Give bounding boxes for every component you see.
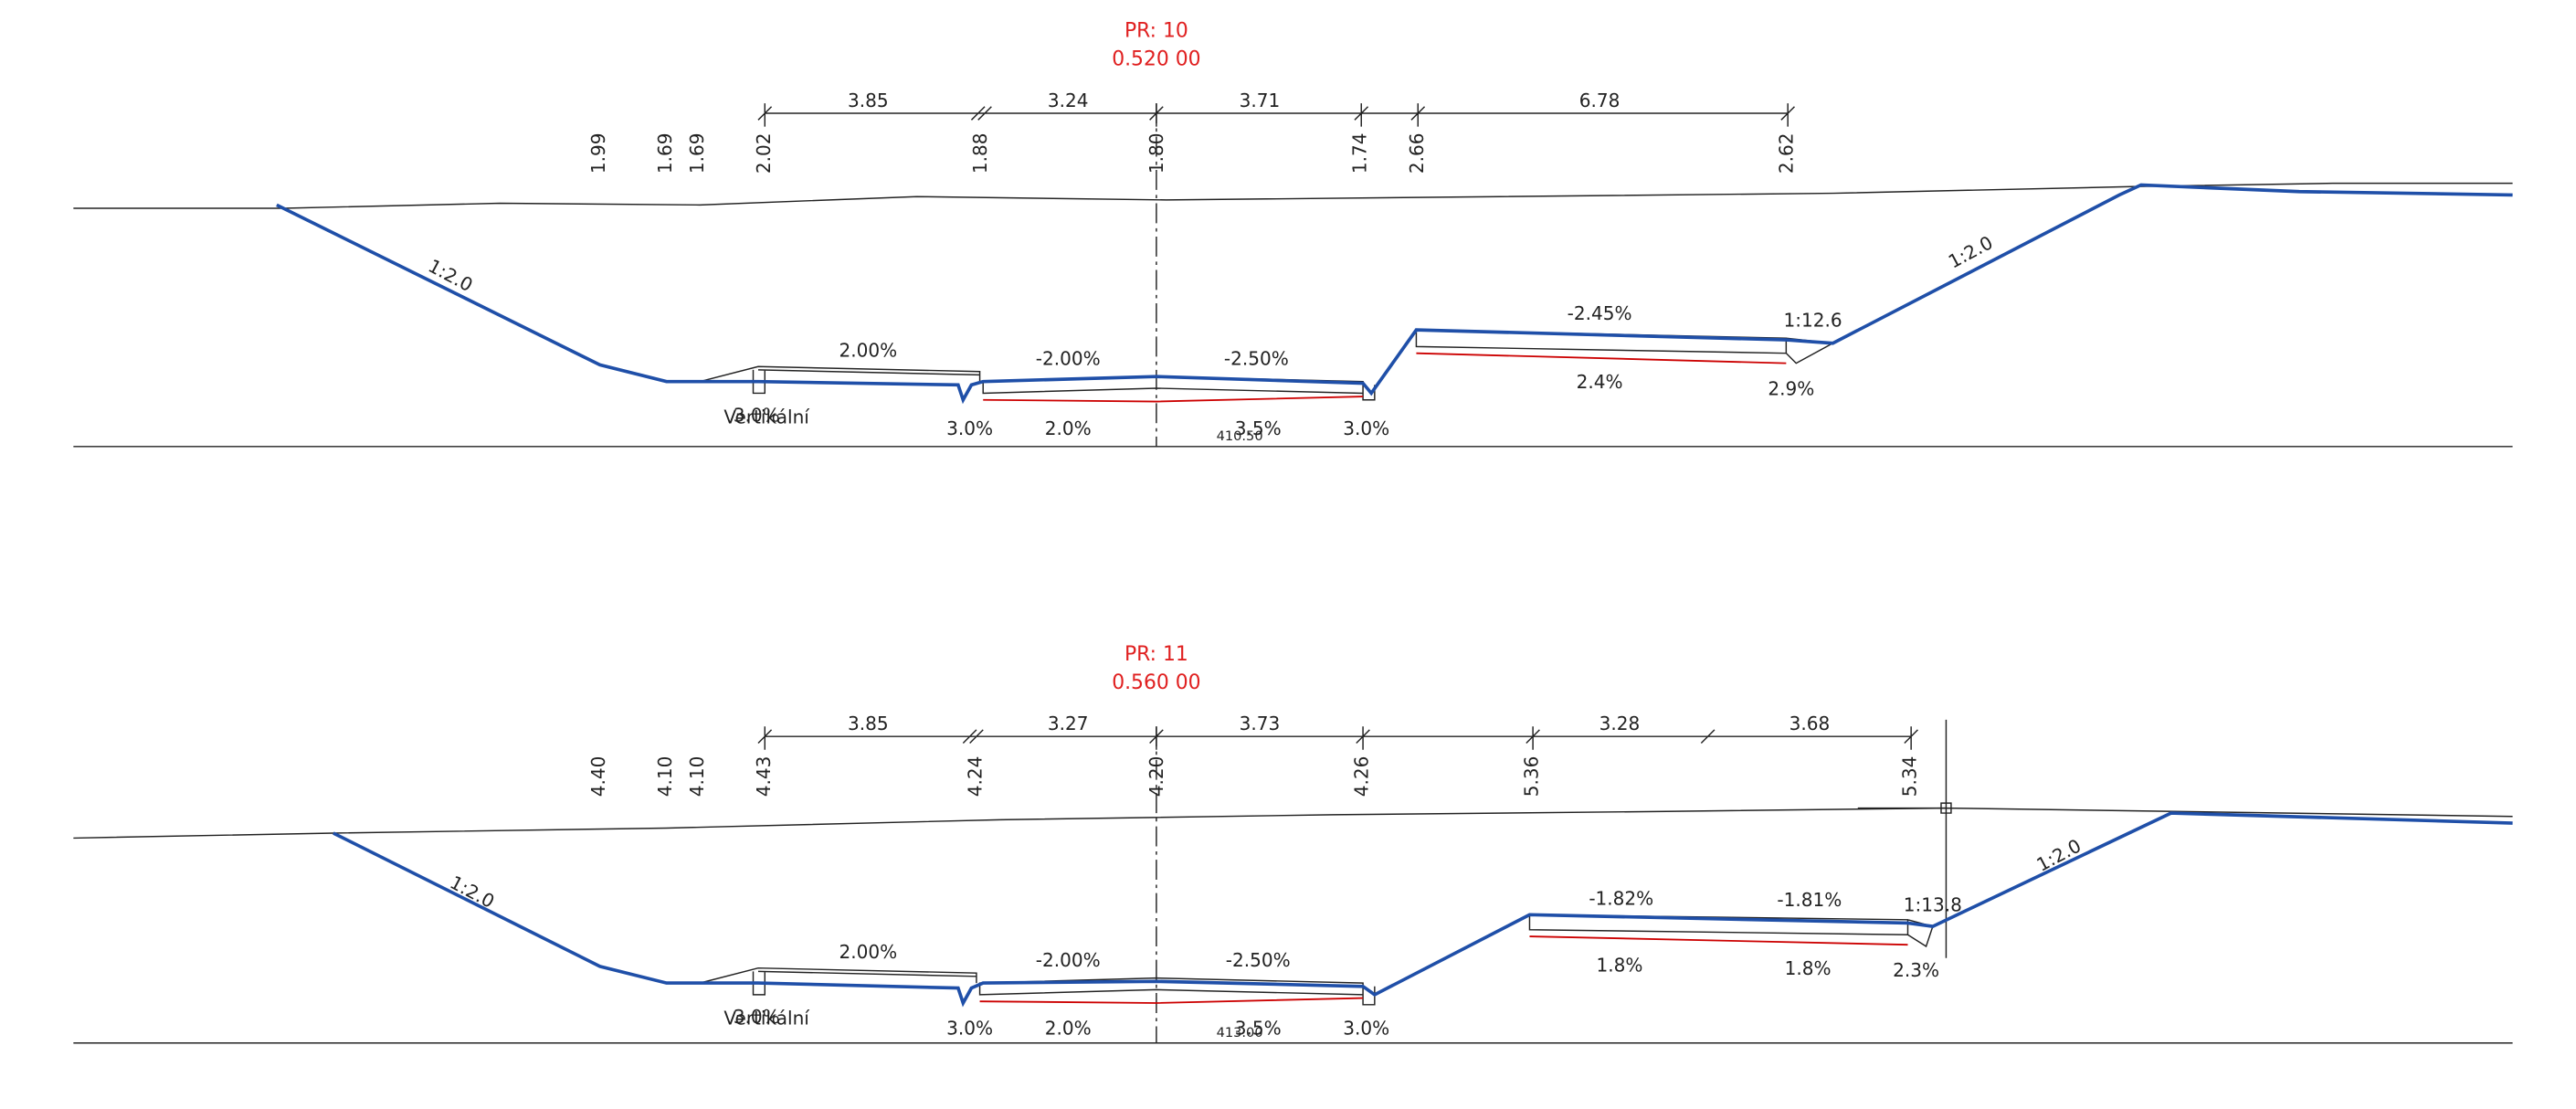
slope-label: 3.0% xyxy=(946,417,993,439)
station-label: 0.560 00 xyxy=(1112,671,1200,694)
slope-label: -1.82% xyxy=(1589,887,1653,909)
vertical-label: Vertikální xyxy=(723,1008,810,1030)
offset-label: 5.34 xyxy=(1899,756,1921,797)
offset-label: 4.20 xyxy=(1145,756,1167,797)
slope-label: 1:2.0 xyxy=(447,871,499,913)
dimension-label: 6.78 xyxy=(1579,90,1621,111)
slope-label: 3.0% xyxy=(734,404,780,426)
station-label: 0.520 00 xyxy=(1112,48,1200,71)
offset-label: 4.40 xyxy=(587,756,609,797)
dimension-label: 3.71 xyxy=(1240,90,1281,111)
offset-label: 2.66 xyxy=(1406,132,1428,174)
dimension-label: 3.85 xyxy=(848,713,889,734)
slope-label: 2.3% xyxy=(1893,959,1939,981)
design-line xyxy=(276,183,2513,405)
offset-label: 1.74 xyxy=(1349,132,1371,174)
offset-label: 1.99 xyxy=(587,132,609,174)
dimension-line xyxy=(757,719,1952,958)
vertical-label: Vertikální xyxy=(723,406,810,428)
dimension-label: 3.24 xyxy=(1048,90,1089,111)
slope-label: 3.5% xyxy=(1235,1018,1282,1040)
dimension-line xyxy=(757,103,1795,127)
slope-label: -1.81% xyxy=(1777,889,1842,911)
slope-label: 2.0% xyxy=(1045,1018,1092,1040)
dimension-label: 3.27 xyxy=(1048,713,1089,734)
slope-label: -2.50% xyxy=(1224,347,1289,369)
slope-label: 3.0% xyxy=(1343,1018,1389,1040)
slope-label: 2.00% xyxy=(839,941,898,963)
slope-label: 2.00% xyxy=(839,339,898,361)
slope-label: 2.0% xyxy=(1045,417,1092,439)
dimension-label: 3.73 xyxy=(1240,713,1281,734)
ground-line xyxy=(73,807,2513,840)
datum-label: 413.00 xyxy=(1217,1025,1263,1040)
dimension-label: 3.85 xyxy=(848,90,889,111)
datum-label: 410.50 xyxy=(1217,428,1263,444)
section-2 xyxy=(73,719,2513,1044)
slope-label: 1.8% xyxy=(1596,954,1642,976)
offset-label: 4.43 xyxy=(753,756,775,797)
subgrade xyxy=(983,352,1787,403)
profile-label: PR: 10 xyxy=(1124,20,1188,43)
offset-label: 1.69 xyxy=(654,132,676,174)
slope-label: 3.0% xyxy=(734,1006,780,1028)
pavement xyxy=(699,329,1835,401)
slope-label: 3.5% xyxy=(1235,417,1282,439)
slope-label: -2.50% xyxy=(1226,949,1291,971)
slope-label: 2.9% xyxy=(1768,377,1814,399)
offset-label: 2.62 xyxy=(1776,132,1798,174)
slope-label: 1:2.0 xyxy=(2032,835,2085,876)
offset-label: 4.10 xyxy=(654,756,676,797)
section-1 xyxy=(73,103,2513,448)
offset-label: 2.02 xyxy=(753,132,775,174)
dimension-label: 3.28 xyxy=(1599,713,1641,734)
ground-line xyxy=(73,182,2513,209)
profile-label: PR: 11 xyxy=(1124,643,1188,666)
offset-label: 1.69 xyxy=(686,132,708,174)
offset-label: 1.88 xyxy=(969,132,991,174)
slope-label: 2.4% xyxy=(1577,371,1623,393)
offset-label: 5.36 xyxy=(1521,756,1543,797)
design-line xyxy=(333,811,2513,1008)
pavement xyxy=(699,914,1934,1006)
slope-label: 3.0% xyxy=(1343,417,1389,439)
slope-label: 1:13.8 xyxy=(1904,894,1962,916)
dimension-label: 3.68 xyxy=(1789,713,1831,734)
offset-label: 4.26 xyxy=(1351,756,1373,797)
slope-label: 3.0% xyxy=(946,1018,993,1040)
offset-label: 4.24 xyxy=(964,756,986,797)
offset-label: 4.10 xyxy=(686,756,708,797)
slope-label: 1:12.6 xyxy=(1783,310,1842,332)
slope-label: 1.8% xyxy=(1785,957,1832,979)
slope-label: -2.45% xyxy=(1568,302,1632,324)
offset-label: 1.80 xyxy=(1145,132,1167,174)
slope-label: 1:2.0 xyxy=(1945,231,1997,272)
subgrade xyxy=(979,935,1908,1004)
slope-label: -2.00% xyxy=(1036,949,1101,971)
slope-label: -2.00% xyxy=(1036,347,1101,369)
